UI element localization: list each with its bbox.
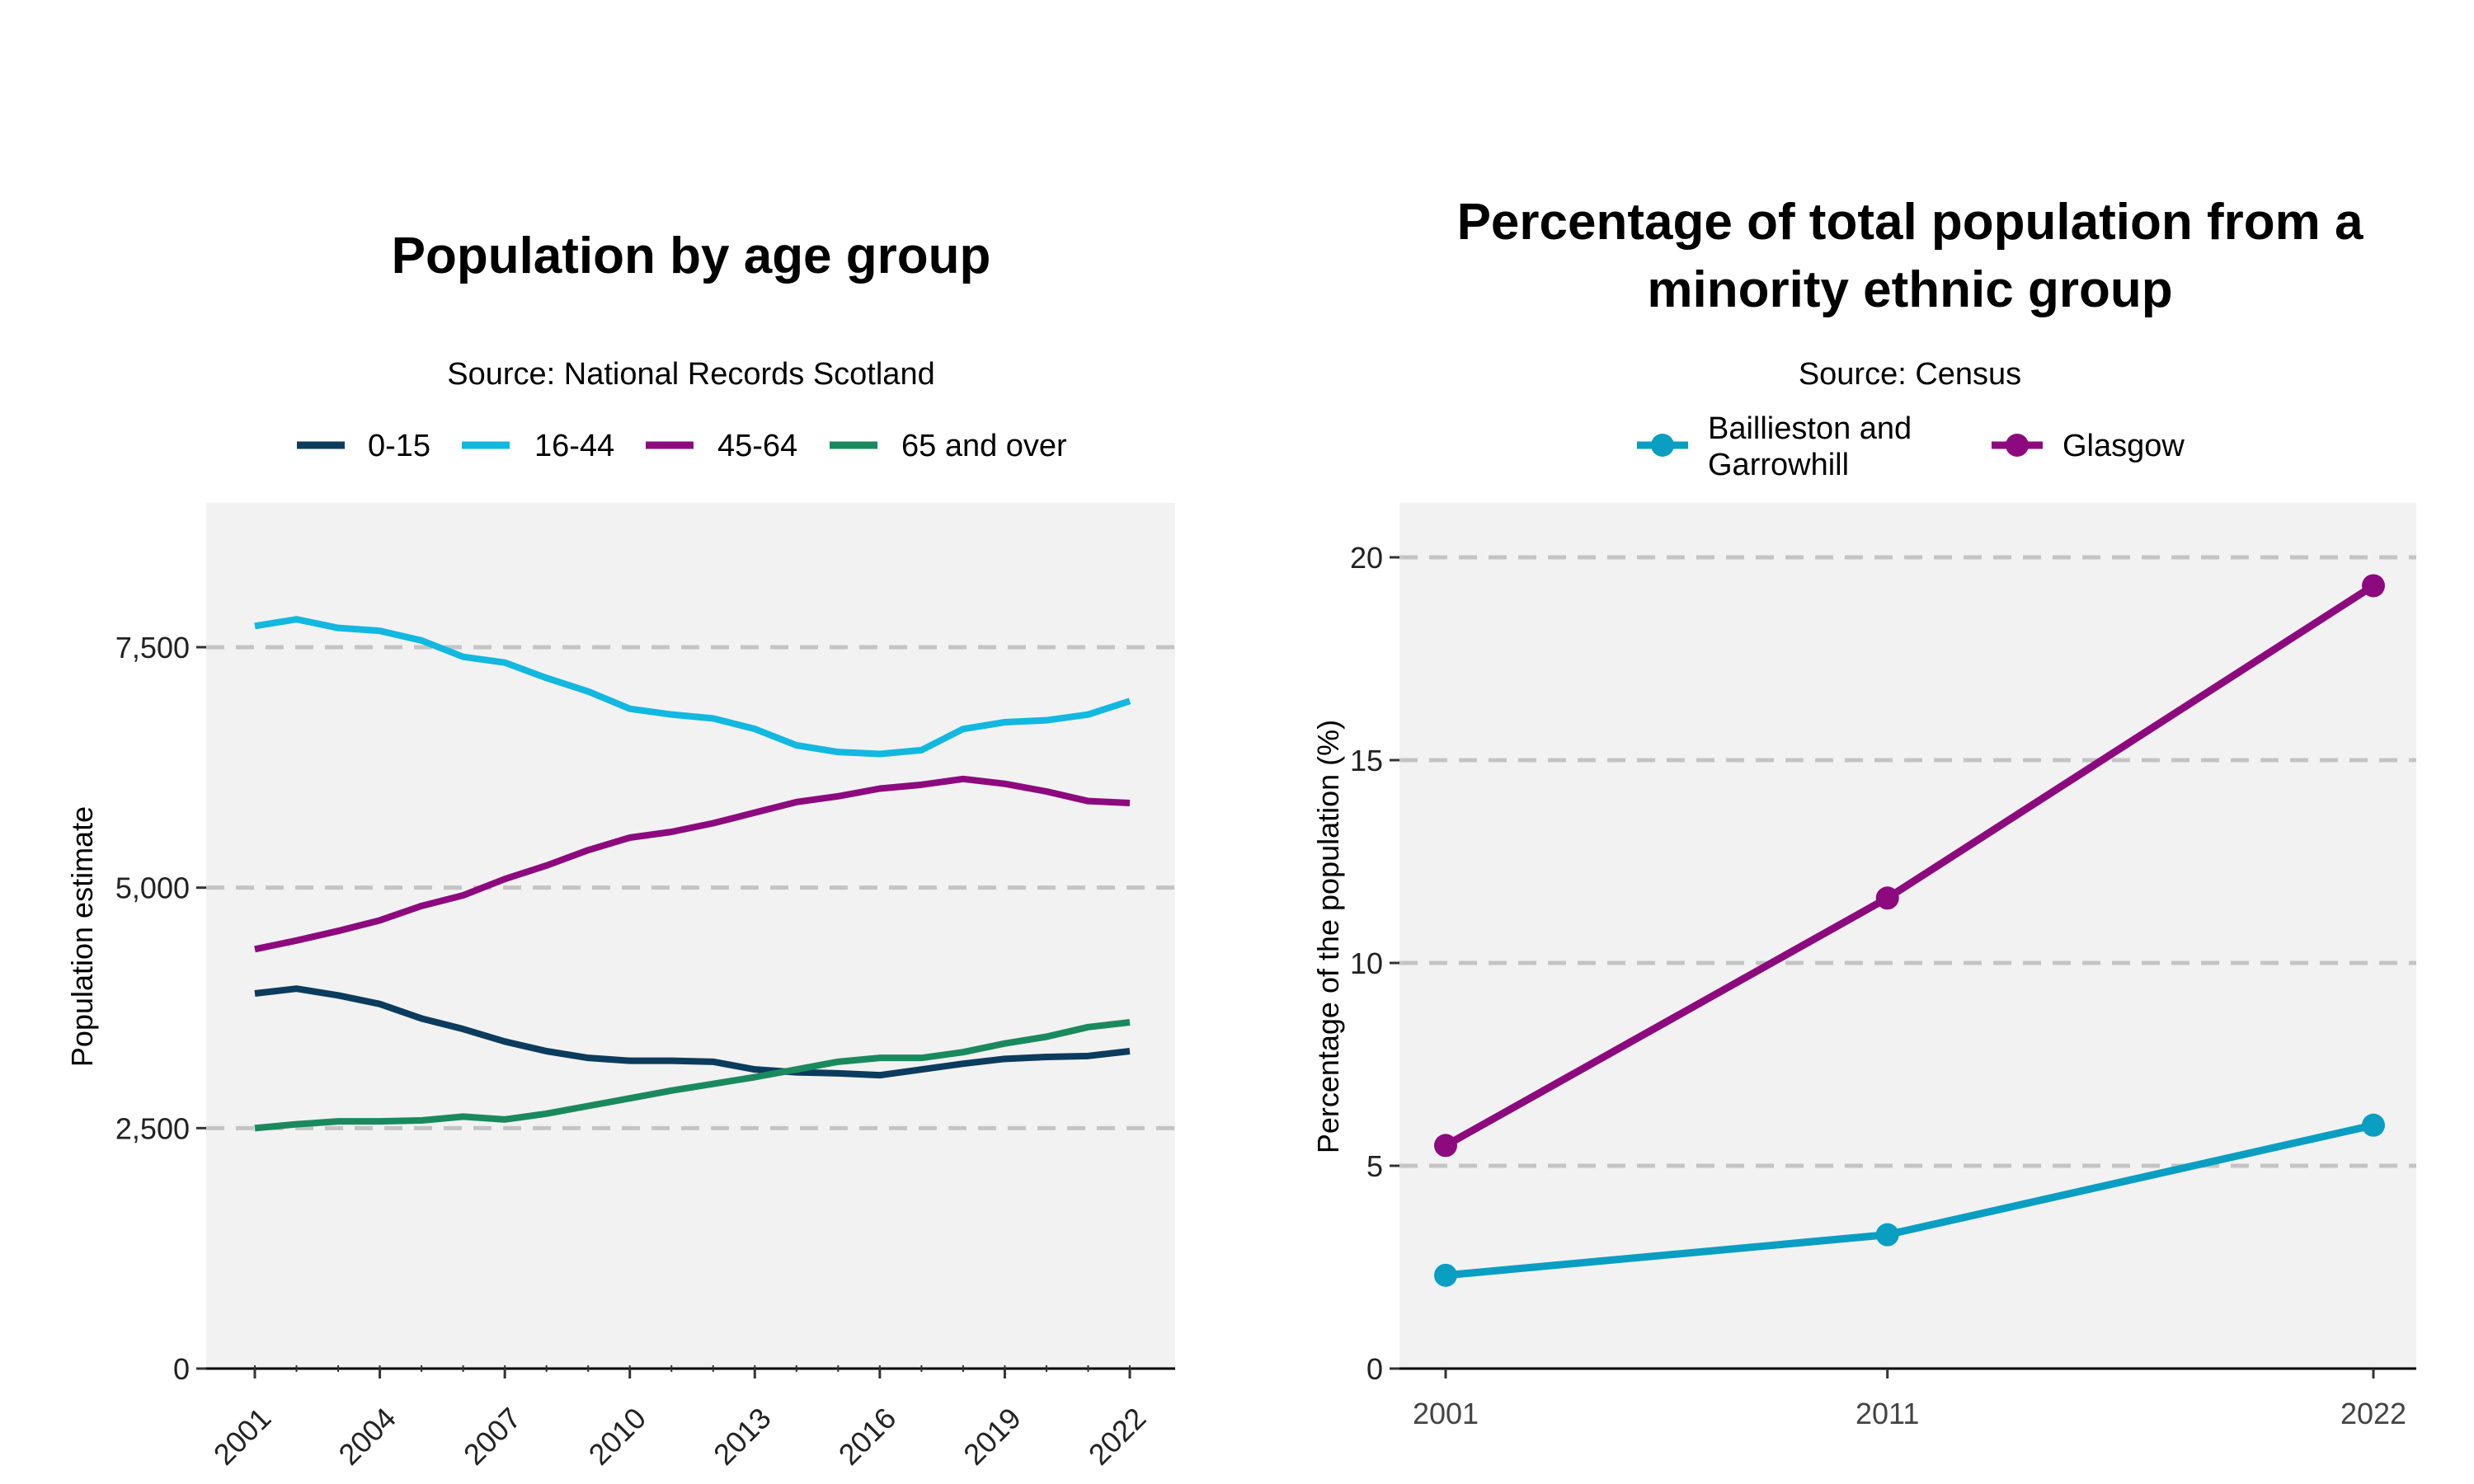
chart2-point-baillieston-and-garrowhill (1434, 1263, 1457, 1287)
chart2-subtitle: Source: Census (1799, 357, 2021, 392)
chart1-series (254, 616, 1131, 1132)
chart2-y-tick-label: 0 (1366, 1352, 1383, 1386)
chart1-legend-item: 45-64 (646, 429, 797, 463)
chart1-x-axis: 2001 2004 2007 2010 2013 2016 2019 2022 (206, 1365, 1175, 1472)
chart1-legend-item: 16-44 (462, 429, 614, 463)
chart1-x-tick-label: 2001 (207, 1401, 278, 1472)
chart1-subtitle: Source: National Records Scotland (447, 357, 934, 392)
chart2-point-glasgow (1875, 886, 1899, 910)
chart1-series-line-16-44 (254, 616, 1131, 758)
chart1-gridlines (206, 645, 1175, 1130)
chart2-legend-item: Glasgow (1992, 429, 2185, 463)
chart2-y-axis: 0 5 10 15 20 (1350, 541, 1399, 1386)
chart1-legend-label: 65 and over (901, 429, 1067, 463)
chart2-title-line-1: Percentage of total population from a (1457, 194, 2363, 251)
chart2-legend-label: Garrowhill (1708, 448, 1849, 482)
chart2-y-tick-label: 20 (1350, 541, 1383, 575)
chart2-plot-panel (1399, 503, 2416, 1369)
chart2-gridlines (1399, 555, 2416, 1168)
chart2-x-axis: 2001 2011 2022 (1399, 1367, 2416, 1430)
chart1-legend-label: 0-15 (368, 429, 430, 463)
chart1-title: Population by age group (392, 228, 991, 284)
chart1-legend-label: 16-44 (534, 429, 614, 463)
chart2-point-glasgow (2362, 574, 2385, 598)
chart1-ylabel: Population estimate (65, 806, 99, 1067)
chart1-y-tick-label: 5,000 (115, 871, 190, 905)
chart2-series (1434, 574, 2385, 1287)
chart2-ylabel: Percentage of the population (%) (1311, 720, 1345, 1153)
chart1-y-axis: 0 2,500 5,000 7,500 (115, 631, 206, 1386)
chart1-legend-label: 45-64 (717, 429, 797, 463)
chart2-x-tick-label: 2022 (2340, 1397, 2406, 1430)
chart2-x-tick-label: 2011 (1856, 1397, 1919, 1430)
chart1-series-line-65-and-over (254, 1019, 1131, 1132)
chart2-y-tick-label: 5 (1366, 1149, 1383, 1183)
ethnic-group-chart: Percentage of total population from a mi… (1311, 194, 2416, 1430)
chart1-legend-item: 0-15 (297, 429, 430, 463)
chart1-x-tick-label: 2010 (582, 1401, 653, 1472)
chart2-legend-key-point (2006, 434, 2029, 457)
chart2-legend-key-point (1651, 434, 1674, 457)
chart1-legend-item: 65 and over (830, 429, 1067, 463)
chart2-title-line-2: minority ethnic group (1647, 261, 2172, 318)
chart1-x-tick-label: 2004 (332, 1401, 402, 1472)
chart1-x-tick-label: 2007 (457, 1401, 528, 1472)
chart1-y-tick-label: 2,500 (115, 1111, 190, 1145)
chart2-x-tick-label: 2001 (1413, 1397, 1479, 1430)
chart2-point-baillieston-and-garrowhill (1875, 1223, 1899, 1247)
chart2-y-tick-label: 15 (1350, 744, 1383, 777)
chart1-y-tick-label: 7,500 (115, 631, 190, 665)
chart2-legend-label: Glasgow (2062, 429, 2185, 463)
chart1-x-tick-label: 2019 (957, 1401, 1028, 1472)
chart1-plot-panel (206, 503, 1175, 1369)
chart1-x-tick-label: 2022 (1082, 1401, 1153, 1472)
chart1-x-tick-label: 2016 (832, 1401, 903, 1472)
chart1-x-tick-label: 2013 (707, 1401, 778, 1472)
chart2-y-tick-label: 10 (1350, 946, 1383, 980)
chart1-series-line-0-15 (254, 985, 1131, 1079)
chart2-point-baillieston-and-garrowhill (2362, 1113, 2385, 1137)
chart2-point-glasgow (1434, 1134, 1457, 1158)
chart1-legend: 0-15 16-44 45-64 65 and over (297, 429, 1067, 463)
chart1-y-tick-label: 0 (173, 1352, 190, 1386)
age-group-chart: Population by age group Source: National… (65, 228, 1175, 1472)
chart2-legend-label: Baillieston and (1708, 411, 1912, 446)
chart1-series-line-45-64 (254, 775, 1131, 953)
